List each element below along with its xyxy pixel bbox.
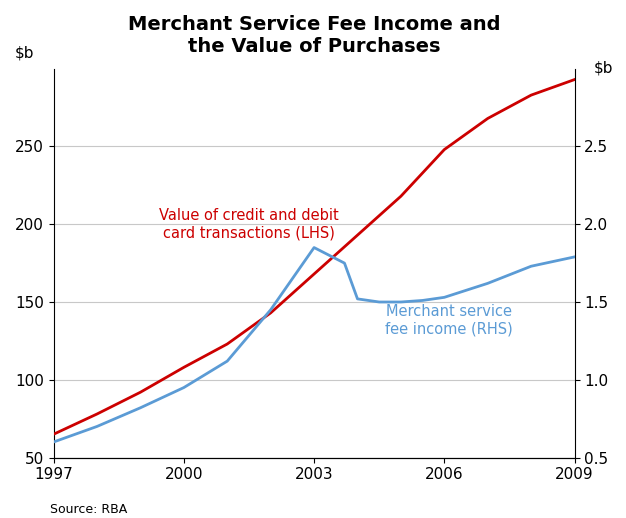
Text: Source: RBA: Source: RBA — [50, 503, 127, 516]
Text: Merchant service
fee income (RHS): Merchant service fee income (RHS) — [385, 305, 513, 337]
Y-axis label: $b: $b — [593, 61, 613, 76]
Y-axis label: $b: $b — [15, 46, 34, 61]
Text: Value of credit and debit
card transactions (LHS): Value of credit and debit card transacti… — [159, 208, 339, 240]
Title: Merchant Service Fee Income and
the Value of Purchases: Merchant Service Fee Income and the Valu… — [128, 15, 500, 56]
